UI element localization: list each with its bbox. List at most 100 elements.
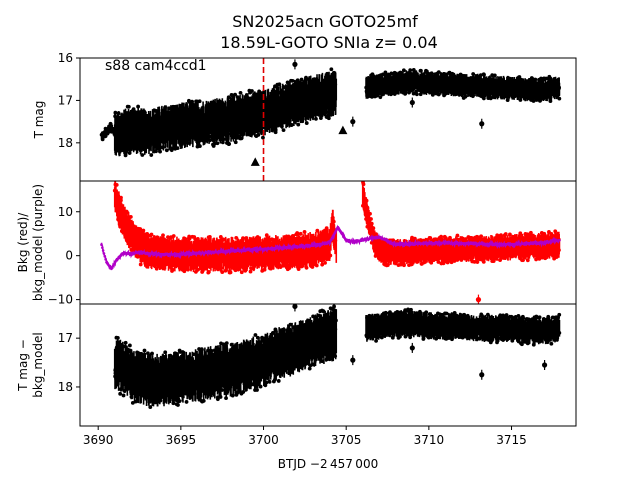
data-point-top <box>541 82 545 87</box>
data-point-top <box>144 137 149 142</box>
data-point-top <box>366 84 370 89</box>
data-point-top <box>447 76 452 81</box>
data-point-bottom <box>124 375 129 380</box>
data-point-bottom <box>118 387 123 392</box>
data-point-bottom <box>178 350 183 354</box>
data-point-bottom <box>236 366 241 371</box>
data-point-top <box>156 144 161 149</box>
data-point-top <box>288 84 293 89</box>
data-point-bottom <box>533 334 538 339</box>
data-point-bottom <box>113 371 118 376</box>
data-point-bottom <box>131 365 136 369</box>
data-point-middle <box>117 218 122 223</box>
data-point-top <box>317 110 322 114</box>
data-point-top <box>419 81 424 86</box>
data-point-middle <box>507 252 512 257</box>
data-point-bottom <box>247 380 252 385</box>
data-point-top <box>123 153 128 158</box>
data-point-top <box>233 92 238 97</box>
data-point-bottom <box>223 346 228 351</box>
data-point-middle <box>427 246 432 251</box>
data-point-top <box>521 88 526 93</box>
data-point-top <box>213 135 218 140</box>
data-point-top <box>276 118 281 122</box>
data-point-bottom <box>479 313 484 318</box>
data-point-bottom <box>323 335 328 340</box>
data-point-bottom <box>281 328 286 332</box>
data-point-top <box>177 112 182 117</box>
data-point-top <box>252 121 257 126</box>
data-point-bottom <box>222 384 227 389</box>
data-point-top <box>364 90 369 95</box>
data-point-top <box>116 111 121 116</box>
data-point-middle <box>263 264 267 269</box>
data-point-middle <box>142 245 147 249</box>
data-point-bottom <box>234 343 239 348</box>
data-point-top <box>149 153 154 157</box>
data-point-top <box>232 113 237 118</box>
data-point-bottom <box>260 339 265 343</box>
data-point-top <box>272 105 277 110</box>
data-point-top <box>150 117 155 122</box>
data-point-bottom <box>270 368 275 373</box>
data-point-middle <box>553 229 558 234</box>
data-point-top <box>439 89 444 94</box>
data-point-bottom <box>146 351 150 356</box>
data-point-top <box>183 132 188 137</box>
data-point-middle <box>304 265 309 270</box>
data-point-middle <box>267 263 271 268</box>
data-point-bottom <box>495 340 499 345</box>
data-point-bottom <box>241 362 246 367</box>
data-point-middle <box>234 235 239 240</box>
data-point-bottom <box>134 389 139 394</box>
data-point-bottom <box>285 333 290 338</box>
data-point-top <box>287 114 292 119</box>
data-point-top <box>504 94 509 99</box>
data-point-top <box>189 112 194 117</box>
data-point-middle <box>188 243 193 248</box>
data-point-middle <box>270 251 275 256</box>
data-point-middle <box>398 254 403 259</box>
data-point-top <box>125 131 130 135</box>
data-point-top <box>223 124 227 129</box>
data-point-middle <box>193 243 198 248</box>
data-point-top <box>279 97 284 101</box>
data-point-middle <box>288 263 293 268</box>
data-point-top <box>469 92 474 97</box>
data-point-middle <box>398 262 403 267</box>
data-point-top <box>137 110 142 115</box>
data-point-top <box>379 86 384 90</box>
data-point-bottom <box>525 321 530 326</box>
data-point-bottom <box>191 352 196 357</box>
data-point-bottom <box>499 336 503 340</box>
data-point-middle <box>385 263 390 267</box>
data-point-top <box>217 105 221 110</box>
data-point-bottom <box>383 323 388 328</box>
data-point-middle <box>472 259 477 264</box>
data-point-bottom <box>439 323 444 328</box>
data-point-middle <box>410 235 414 240</box>
data-point-bottom <box>391 326 396 331</box>
data-point-bottom <box>290 363 295 368</box>
data-point-middle <box>265 243 269 247</box>
data-point-middle <box>427 236 432 240</box>
data-point-top <box>113 110 118 115</box>
data-point-bottom <box>223 376 228 381</box>
data-point-top <box>254 134 259 138</box>
data-point-bottom <box>229 342 234 347</box>
data-point-top <box>390 85 395 90</box>
data-band-bottom-0 <box>113 307 338 407</box>
data-point-top <box>525 86 530 91</box>
data-point-bottom <box>237 388 242 393</box>
data-point-top <box>281 85 286 89</box>
data-point-bottom <box>317 353 322 358</box>
data-point-top <box>115 137 120 142</box>
data-point-middle <box>271 257 275 262</box>
data-point-middle <box>295 236 299 241</box>
data-point-top <box>158 149 162 154</box>
data-point-top <box>261 135 265 140</box>
data-point-bottom <box>196 385 201 389</box>
data-point-bottom <box>305 328 309 333</box>
data-point-middle <box>449 247 454 251</box>
panel-bottom: 17 18 T mag −bkg_model <box>16 303 577 427</box>
